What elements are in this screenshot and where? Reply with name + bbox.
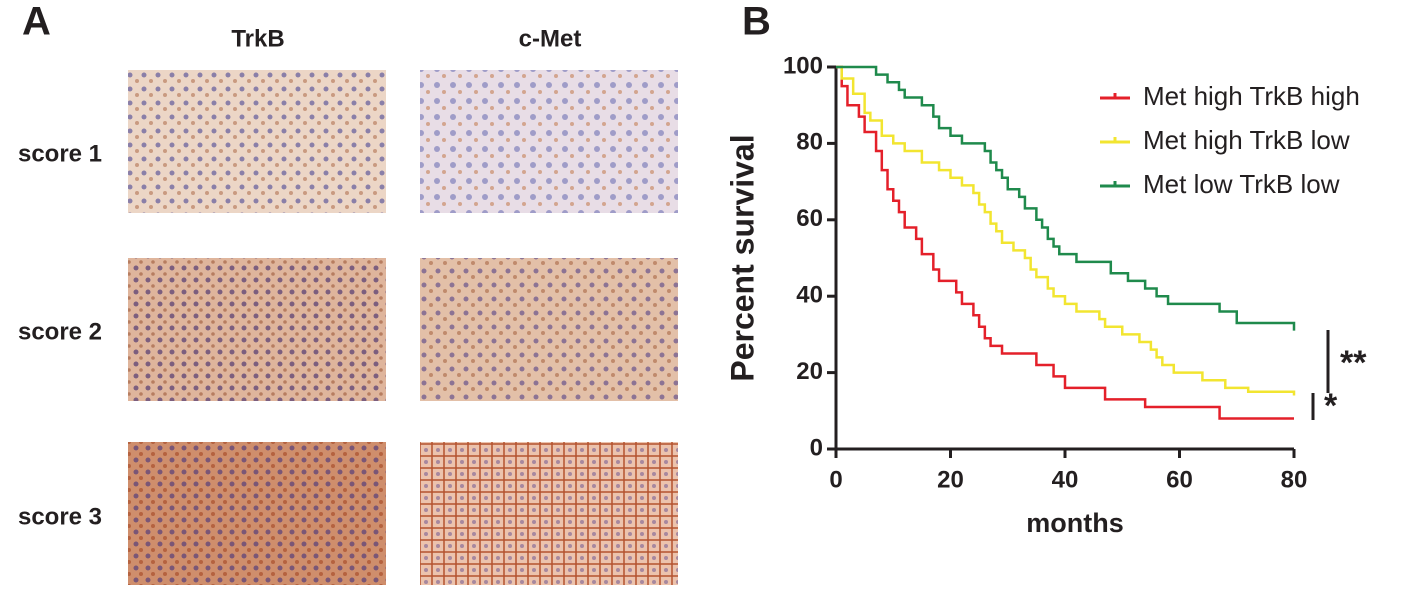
column-label: TrkB — [231, 25, 284, 52]
x-tick-label: 60 — [1166, 466, 1193, 493]
micrograph — [420, 442, 678, 585]
micrograph — [128, 70, 386, 213]
x-tick-label: 20 — [937, 466, 964, 493]
y-axis-label: Percent survival — [724, 134, 760, 381]
micrograph — [420, 258, 678, 401]
annotation: ** — [1340, 344, 1367, 382]
micrograph — [420, 70, 678, 213]
row-label: score 2 — [18, 318, 102, 345]
survival-curve — [836, 65, 1296, 331]
y-tick-label: 80 — [796, 129, 823, 156]
legend-label: Met high TrkB low — [1143, 125, 1350, 155]
row-label: score 1 — [18, 140, 102, 167]
column-label: c-Met — [519, 25, 582, 52]
y-tick-label: 20 — [796, 358, 823, 385]
micrograph — [128, 442, 386, 585]
y-tick-label: 100 — [783, 52, 823, 79]
legend-label: Met high TrkB high — [1143, 81, 1360, 111]
panel-label: B — [742, 0, 771, 44]
survival-curve — [836, 65, 1294, 420]
row-label: score 3 — [18, 503, 102, 530]
x-tick-label: 80 — [1281, 466, 1308, 493]
survival-curve — [836, 65, 1296, 396]
y-tick-label: 40 — [796, 282, 823, 309]
x-tick-label: 0 — [829, 466, 842, 493]
panel-label: A — [22, 0, 51, 44]
y-tick-label: 0 — [810, 434, 823, 461]
legend-label: Met low TrkB low — [1143, 169, 1340, 199]
y-tick-label: 60 — [796, 205, 823, 232]
micrograph — [128, 258, 386, 401]
annotation: * — [1324, 387, 1338, 425]
x-axis-label: months — [1026, 508, 1124, 538]
x-tick-label: 40 — [1052, 466, 1079, 493]
